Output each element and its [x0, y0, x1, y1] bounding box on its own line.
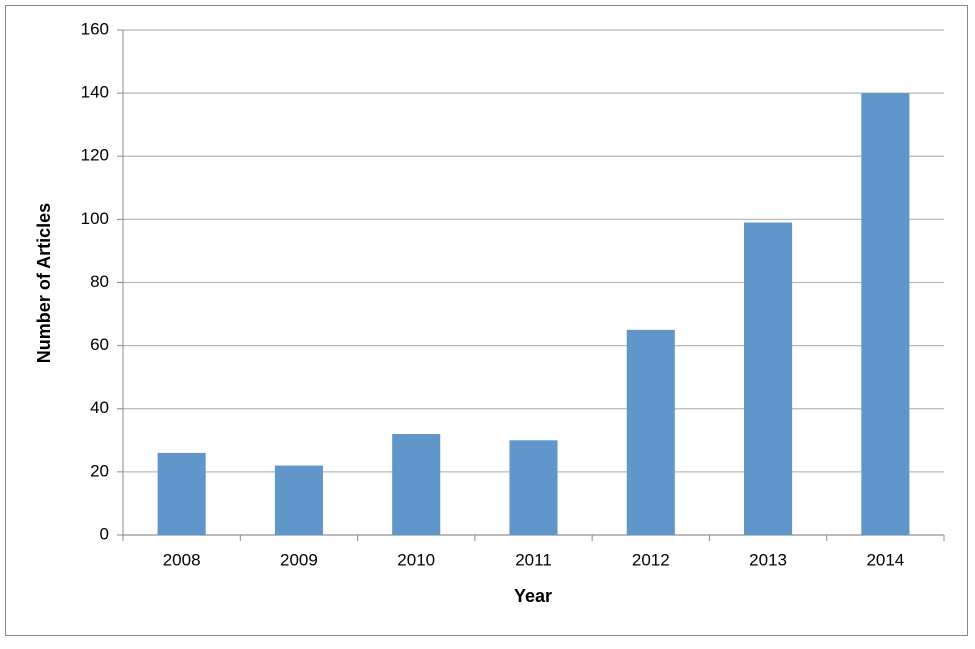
bar [392, 434, 441, 535]
bar [861, 93, 910, 535]
x-tick-label: 2009 [280, 550, 318, 569]
bar [274, 465, 323, 535]
y-tick-label: 120 [81, 146, 109, 165]
y-tick-label: 60 [90, 335, 109, 354]
bar [626, 329, 675, 535]
bar [744, 222, 793, 535]
y-tick-label: 100 [81, 209, 109, 228]
y-tick-label: 140 [81, 83, 109, 102]
bar [157, 452, 206, 535]
x-axis-title: Year [514, 586, 552, 606]
y-tick-label: 0 [100, 524, 109, 543]
y-axis-title: Number of Articles [34, 203, 54, 363]
x-tick-label: 2012 [632, 550, 670, 569]
y-tick-label: 160 [81, 19, 109, 38]
x-tick-label: 2013 [749, 550, 787, 569]
x-tick-label: 2010 [397, 550, 435, 569]
y-tick-label: 40 [90, 398, 109, 417]
x-tick-label: 2014 [866, 550, 904, 569]
chart-border [5, 5, 968, 636]
bar [509, 440, 558, 535]
x-tick-label: 2011 [515, 550, 552, 569]
y-tick-label: 80 [90, 272, 109, 291]
x-tick-label: 2008 [163, 550, 201, 569]
y-tick-label: 20 [90, 461, 109, 480]
